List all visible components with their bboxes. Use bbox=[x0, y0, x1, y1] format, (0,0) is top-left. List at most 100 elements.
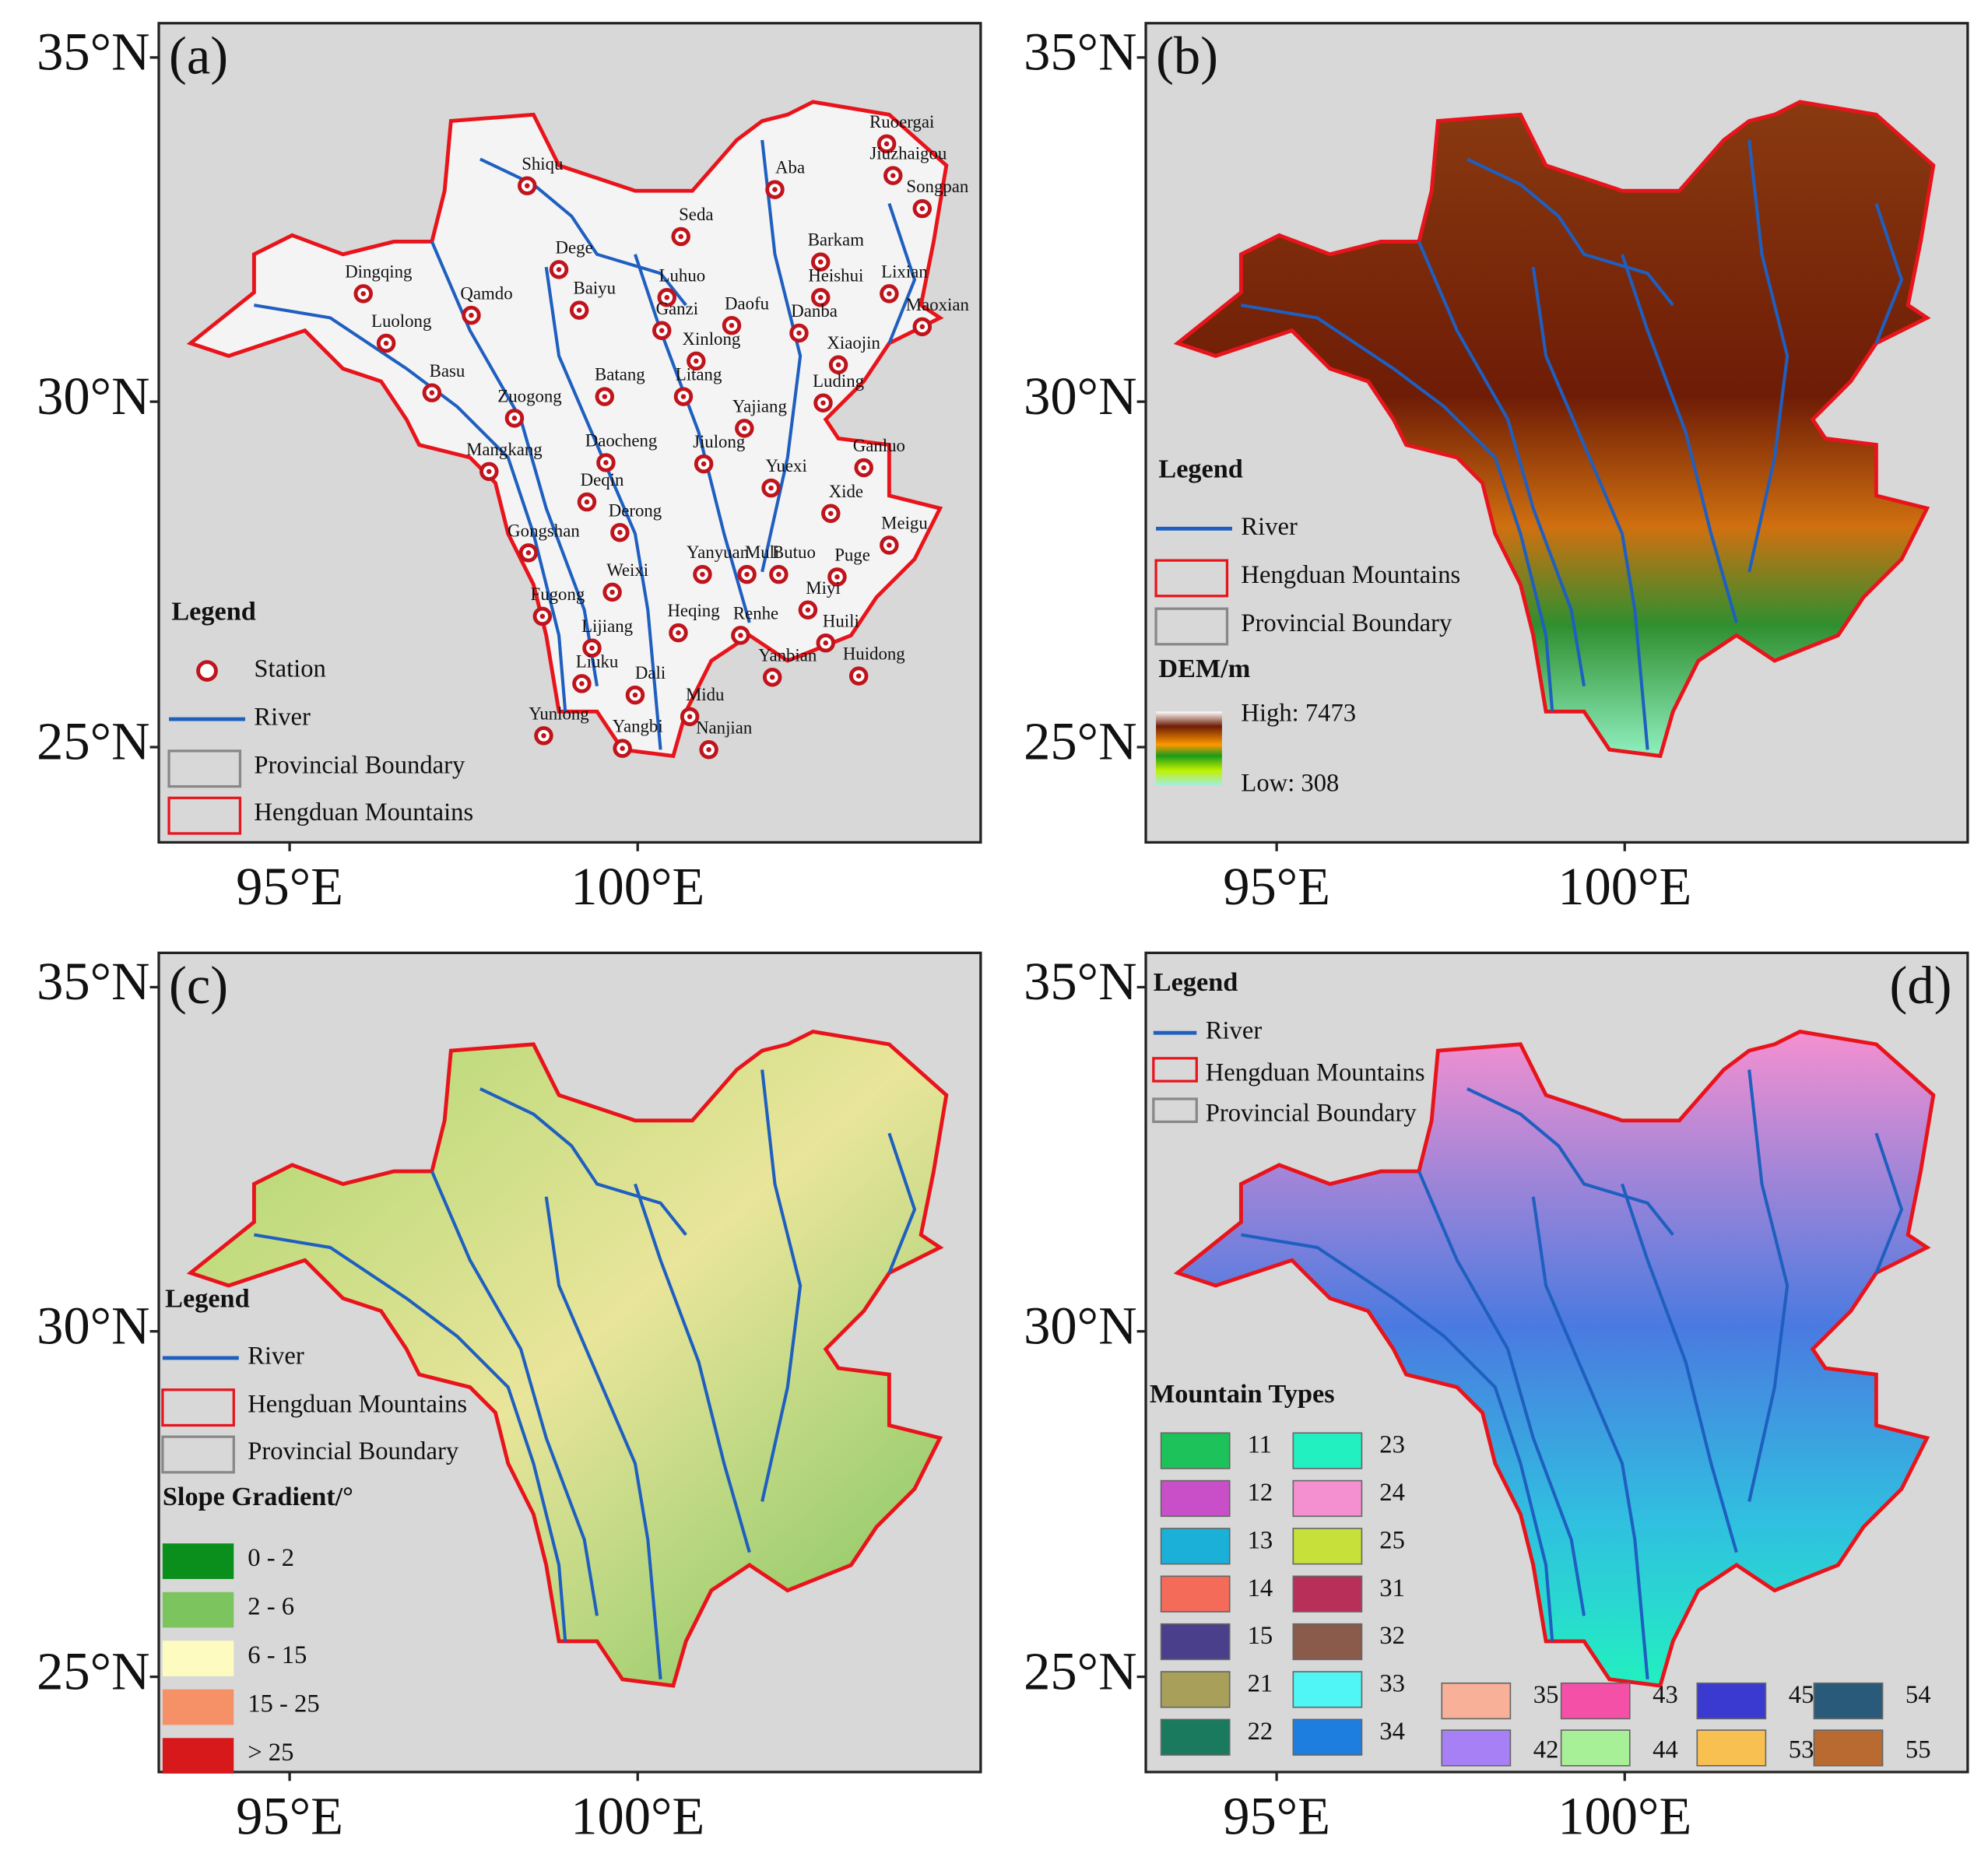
legend-label: 14 bbox=[1248, 1574, 1273, 1602]
legend-label: > 25 bbox=[248, 1739, 293, 1767]
station-name: Luhuo bbox=[659, 265, 706, 285]
lat-label: 30°N bbox=[1024, 1296, 1136, 1355]
legend-label: River bbox=[254, 704, 311, 732]
legend-label: 31 bbox=[1379, 1574, 1405, 1602]
legend-box bbox=[1696, 1682, 1767, 1720]
lat-label: 25°N bbox=[37, 712, 149, 771]
station-name: Miyi bbox=[806, 578, 840, 598]
legend-box bbox=[167, 749, 242, 788]
station-name: Yanyuan bbox=[687, 542, 750, 562]
station-name: Mangkang bbox=[466, 440, 543, 459]
station-dot bbox=[687, 714, 693, 720]
legend-label: 11 bbox=[1248, 1431, 1272, 1459]
legend-box bbox=[1292, 1479, 1363, 1518]
legend-label: Hengduan Mountains bbox=[1241, 561, 1460, 589]
station-name: Jiulong bbox=[693, 432, 745, 451]
station-dot bbox=[589, 645, 595, 651]
legend-box bbox=[162, 1543, 234, 1579]
panel-label: (c) bbox=[169, 956, 228, 1015]
legend-box bbox=[1154, 559, 1229, 598]
legend-box bbox=[167, 796, 242, 835]
station-name: Barkam bbox=[808, 230, 865, 250]
legend-box bbox=[162, 1689, 234, 1725]
legend-box bbox=[1160, 1528, 1231, 1565]
station-name: Butuo bbox=[772, 542, 816, 562]
legend-label: Provincial Boundary bbox=[1206, 1100, 1417, 1128]
lon-label: 95°E bbox=[1223, 1786, 1330, 1845]
station-name: Aba bbox=[775, 158, 805, 177]
station-name: Yangbi bbox=[613, 717, 663, 736]
station-dot bbox=[855, 673, 862, 679]
lat-label: 25°N bbox=[1024, 712, 1136, 771]
station-dot bbox=[729, 322, 735, 328]
legend-label: Hengduan Mountains bbox=[254, 798, 473, 826]
panel-label: (d) bbox=[1890, 956, 1952, 1015]
station-dot bbox=[603, 460, 609, 465]
station-name: Basu bbox=[430, 361, 465, 381]
station-name: Xiaojin bbox=[827, 333, 880, 353]
legend-title: DEM/m bbox=[1158, 654, 1250, 683]
station-dot bbox=[883, 141, 890, 147]
station-name: Danba bbox=[791, 301, 838, 321]
station-dot bbox=[617, 529, 623, 535]
legend-label: 13 bbox=[1248, 1526, 1273, 1554]
station-name: Luding bbox=[813, 371, 864, 391]
legend-title: Legend bbox=[1158, 454, 1243, 484]
legend-label: 54 bbox=[1905, 1681, 1931, 1709]
legend-title: Mountain Types bbox=[1150, 1379, 1335, 1409]
station-dot bbox=[680, 394, 687, 399]
station-name: Ganzi bbox=[656, 299, 699, 318]
legend-label: 55 bbox=[1905, 1735, 1931, 1763]
legend-box bbox=[1696, 1729, 1767, 1767]
station-name: Dali bbox=[635, 663, 666, 683]
station-dot bbox=[539, 613, 546, 619]
legend-box bbox=[162, 1641, 234, 1676]
station-dot bbox=[524, 183, 530, 188]
lat-label: 30°N bbox=[37, 367, 149, 426]
station-dot bbox=[817, 295, 824, 300]
station-name: Seda bbox=[679, 205, 713, 224]
legend-label: Low: 308 bbox=[1241, 769, 1339, 797]
station-name: Nanjian bbox=[696, 718, 753, 737]
station-dot bbox=[887, 291, 892, 297]
legend-label: 34 bbox=[1379, 1718, 1405, 1746]
lon-label: 100°E bbox=[1558, 1786, 1691, 1845]
legend-box bbox=[1292, 1528, 1363, 1565]
station-dot bbox=[744, 571, 750, 577]
station-name: Maoxian bbox=[906, 295, 970, 314]
legend-label: Hengduan Mountains bbox=[248, 1390, 467, 1418]
lon-label: 100°E bbox=[571, 857, 704, 916]
station-name: Yuexi bbox=[766, 456, 807, 476]
station-name: Derong bbox=[609, 500, 662, 520]
station-name: Daofu bbox=[725, 293, 770, 313]
station-name: Meigu bbox=[881, 514, 928, 533]
station-name: Luolong bbox=[371, 311, 431, 331]
map-frame bbox=[157, 951, 982, 1774]
station-name: Zuogong bbox=[497, 386, 561, 405]
lat-label: 35°N bbox=[1024, 952, 1136, 1011]
station-dot bbox=[890, 173, 896, 178]
lon-label: 95°E bbox=[236, 857, 343, 916]
station-name: Batang bbox=[595, 365, 645, 384]
legend-label: 15 - 25 bbox=[248, 1690, 319, 1718]
legend-box bbox=[161, 1435, 235, 1474]
station-dot bbox=[511, 416, 518, 421]
station-dot bbox=[887, 542, 892, 548]
legend-label: 25 bbox=[1379, 1526, 1405, 1554]
station-dot bbox=[620, 746, 625, 751]
station-dot bbox=[701, 461, 707, 467]
station-dot bbox=[706, 746, 711, 753]
station-dot bbox=[609, 589, 615, 595]
legend-label: 32 bbox=[1379, 1622, 1405, 1650]
station-name: Ganluo bbox=[853, 436, 905, 455]
station-name: Songpan bbox=[906, 177, 968, 196]
station-dot bbox=[579, 681, 585, 686]
station-dot bbox=[772, 187, 778, 192]
station-name: Daocheng bbox=[585, 431, 658, 451]
station-name: Qamdo bbox=[460, 283, 512, 303]
station-dot bbox=[742, 426, 747, 431]
legend-label: 53 bbox=[1789, 1735, 1814, 1763]
legend-label: 6 - 15 bbox=[248, 1641, 307, 1669]
lat-label: 35°N bbox=[37, 23, 149, 82]
